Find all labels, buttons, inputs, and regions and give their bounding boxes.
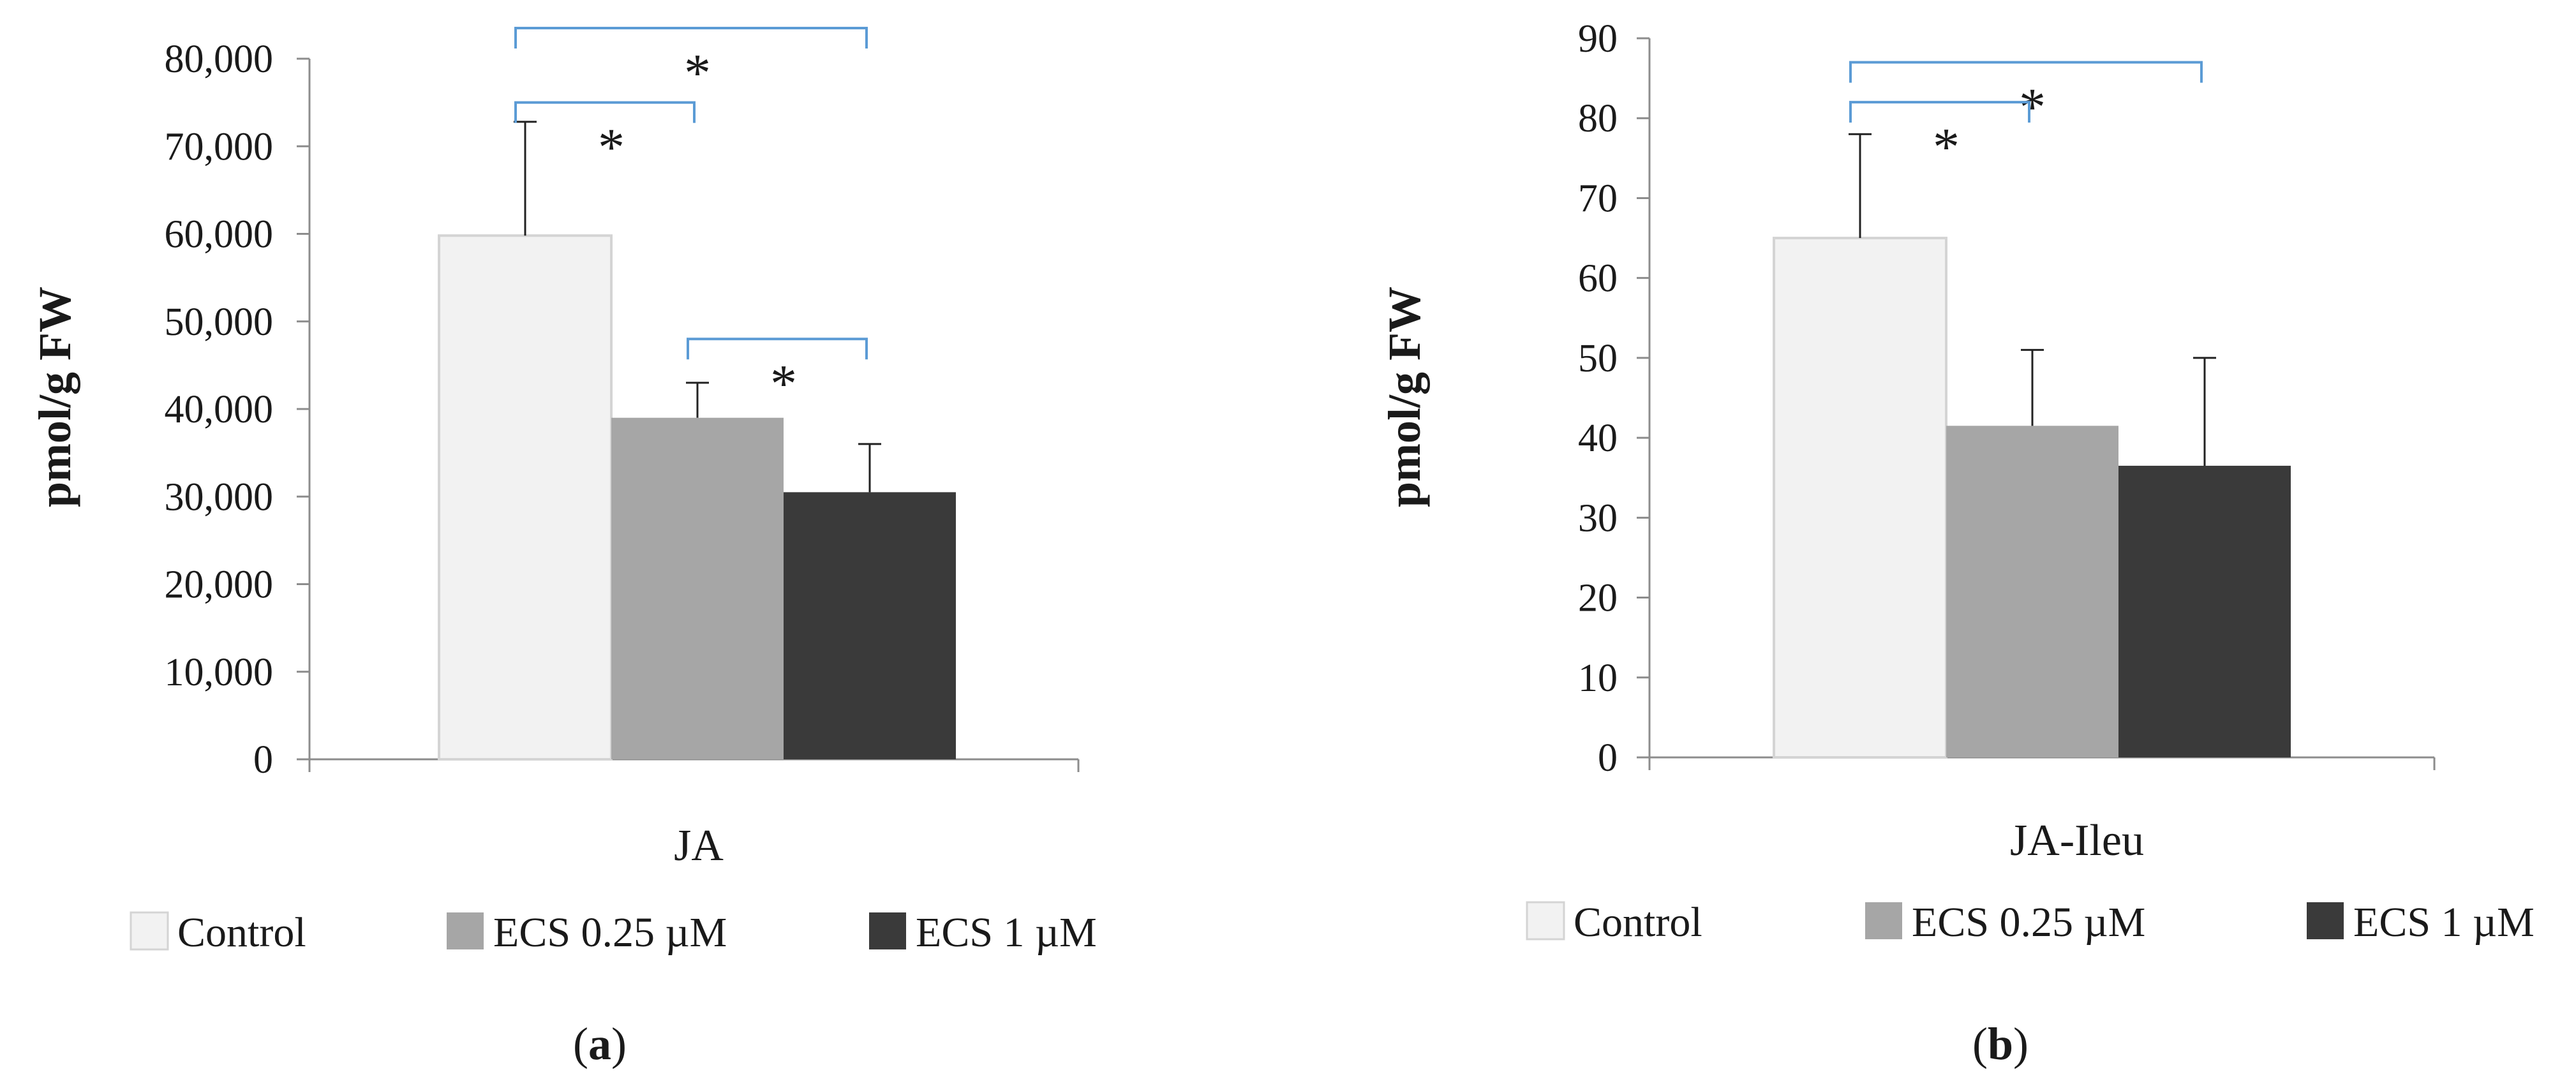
significance-bracket (1849, 61, 2203, 83)
y-axis-label-b: pmol/g FW (1379, 286, 1430, 507)
legend-label-control-a: Control (177, 909, 306, 956)
legend-item-ecs1-a: ECS 1 µM (869, 909, 1097, 956)
legend-item-ecs025-b: ECS 0.25 µM (1865, 899, 2145, 946)
significance-star: * (2019, 78, 2046, 137)
legend-a: Control ECS 0.25 µM ECS 1 µM (130, 909, 1097, 956)
legend-swatch-ecs1-a (869, 912, 906, 949)
y-tick-label: 10 (1578, 657, 1618, 700)
y-axis-a: 0 10,000 20,000 30,000 40,000 50,000 60,000 70,… (165, 38, 1080, 782)
panel-label-a: (a) (573, 1018, 627, 1069)
x-category-label-a: JA (674, 821, 724, 870)
significance-bracket (514, 26, 868, 48)
bars-b (1773, 133, 2291, 759)
legend-label-ecs025-b: ECS 0.25 µM (1912, 899, 2145, 946)
bar-control (1773, 237, 1947, 759)
y-axis-label-a: pmol/g FW (29, 286, 80, 507)
y-tick-label: 0 (1598, 736, 1618, 780)
legend-item-ecs1-b: ECS 1 µM (2307, 899, 2535, 946)
y-tick-label: 80 (1578, 97, 1618, 140)
legend-item-control-b: Control (1526, 899, 1702, 946)
y-tick-label: 10,000 (165, 651, 274, 694)
legend-swatch-control-a (130, 911, 169, 951)
y-tick-label: 40 (1578, 417, 1618, 460)
significance-brackets-a: * * * (514, 26, 868, 413)
bar-ecs1 (784, 492, 956, 759)
legend-label-ecs1-b: ECS 1 µM (2353, 899, 2535, 946)
y-tick-label: 0 (253, 738, 273, 782)
legend-item-ecs025-a: ECS 0.25 µM (447, 909, 727, 956)
legend-swatch-ecs025-b (1865, 902, 1902, 939)
legend-label-ecs1-a: ECS 1 µM (916, 909, 1097, 956)
bar-ecs025 (611, 417, 784, 759)
x-category-label-b: JA-Ileu (2010, 816, 2144, 865)
y-tick-label: 90 (1578, 17, 1618, 61)
legend-label-control-b: Control (1574, 899, 1702, 946)
panel-letter-a: a (588, 1018, 611, 1069)
legend-item-control-a: Control (130, 909, 306, 956)
significance-bracket (514, 101, 696, 123)
significance-bracket (687, 338, 868, 360)
significance-star: * (770, 354, 797, 413)
panel-letter-b: b (1988, 1018, 2013, 1069)
significance-bracket (1849, 101, 2030, 123)
y-tick-label: 80,000 (165, 38, 274, 81)
y-tick-label: 30 (1578, 496, 1618, 540)
legend-swatch-ecs1-b (2307, 902, 2344, 939)
svg-text:(b): (b) (1972, 1018, 2029, 1069)
y-tick-label: 50,000 (165, 301, 274, 344)
y-tick-label: 40,000 (165, 388, 274, 431)
significance-brackets-b: ** (1849, 61, 2203, 177)
y-tick-label: 50 (1578, 337, 1618, 380)
y-tick-label: 30,000 (165, 475, 274, 519)
legend-b: Control ECS 0.25 µM ECS 1 µM (1526, 899, 2535, 946)
y-tick-label: 60 (1578, 257, 1618, 301)
y-tick-label: 20 (1578, 577, 1618, 620)
bar-ecs025 (1946, 426, 2118, 757)
bar-ecs1 (2118, 465, 2291, 757)
y-tick-label: 60,000 (165, 213, 274, 257)
svg-text:(a): (a) (573, 1018, 627, 1069)
legend-swatch-ecs025-a (447, 912, 484, 949)
y-tick-label: 70,000 (165, 125, 274, 168)
y-tick-label: 20,000 (165, 563, 274, 607)
y-tick-label: 70 (1578, 177, 1618, 220)
legend-label-ecs025-a: ECS 0.25 µM (493, 909, 727, 956)
bars-a (438, 121, 956, 761)
significance-star: * (684, 43, 711, 103)
panel-label-b: (b) (1972, 1018, 2029, 1069)
legend-swatch-control-b (1526, 901, 1565, 941)
chart-panel-a: 0 10,000 20,000 30,000 40,000 50,000 60,000 70,… (29, 26, 1097, 1069)
bar-control (438, 234, 613, 761)
significance-star: * (598, 118, 625, 177)
significance-star: * (1933, 117, 1960, 177)
